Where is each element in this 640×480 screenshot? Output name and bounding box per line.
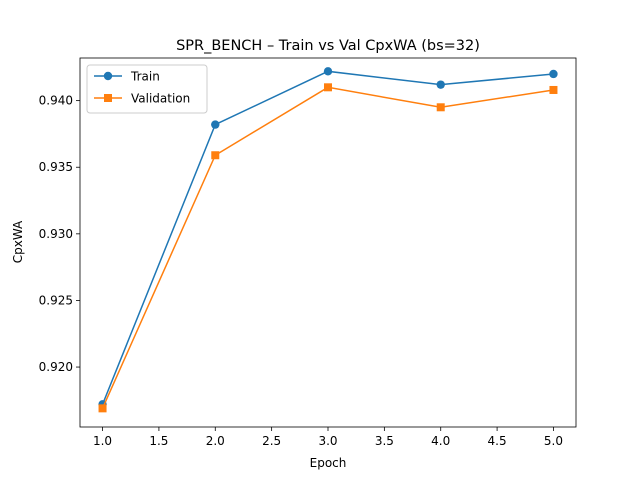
- x-tick-label: 3.0: [318, 434, 337, 448]
- x-tick-label: 5.0: [544, 434, 563, 448]
- data-point: [549, 85, 558, 94]
- data-point: [211, 151, 220, 160]
- legend: Train Validation: [86, 64, 208, 114]
- series-validation: [98, 83, 558, 413]
- y-tick-label: 0.930: [39, 227, 73, 241]
- legend-label: Train: [130, 70, 160, 84]
- plot-area: 1.0 1.5 2.0 2.5 3.0 3.5 4.0 4.5 5.0 0.920 0.925 0.9…: [39, 94, 563, 448]
- legend-box: [86, 64, 208, 114]
- x-tick-label: 1.0: [93, 434, 112, 448]
- data-point: [436, 80, 445, 89]
- x-axis-title: Epoch: [310, 456, 347, 470]
- data-point: [323, 67, 333, 76]
- data-point: [98, 404, 107, 413]
- legend-label: Validation: [131, 92, 190, 106]
- x-tick-label: 4.5: [488, 434, 507, 448]
- series-layer: [98, 67, 558, 413]
- y-tick-label: 0.935: [39, 160, 73, 174]
- legend-swatch-marker: [104, 94, 112, 102]
- y-tick-label: 0.940: [39, 94, 73, 108]
- series-train: [98, 67, 558, 409]
- data-point: [211, 120, 220, 129]
- data-point: [549, 69, 558, 79]
- x-tick-label: 2.5: [262, 434, 281, 448]
- x-tick-label: 1.5: [149, 434, 168, 448]
- plot-frame: [79, 57, 577, 428]
- chart-title: SPR_BENCH – Train vs Val CpxWA (bs=32): [176, 38, 480, 54]
- data-point: [436, 103, 445, 112]
- y-axis-title: CpxWA: [11, 220, 25, 263]
- data-point: [324, 83, 332, 92]
- x-tick-label: 3.5: [375, 434, 394, 448]
- legend-swatch-marker: [103, 71, 113, 81]
- y-tick-label: 0.920: [39, 360, 73, 374]
- y-tick-label: 0.925: [39, 293, 73, 307]
- x-tick-label: 4.0: [431, 434, 450, 448]
- x-tick-label: 2.0: [206, 434, 225, 448]
